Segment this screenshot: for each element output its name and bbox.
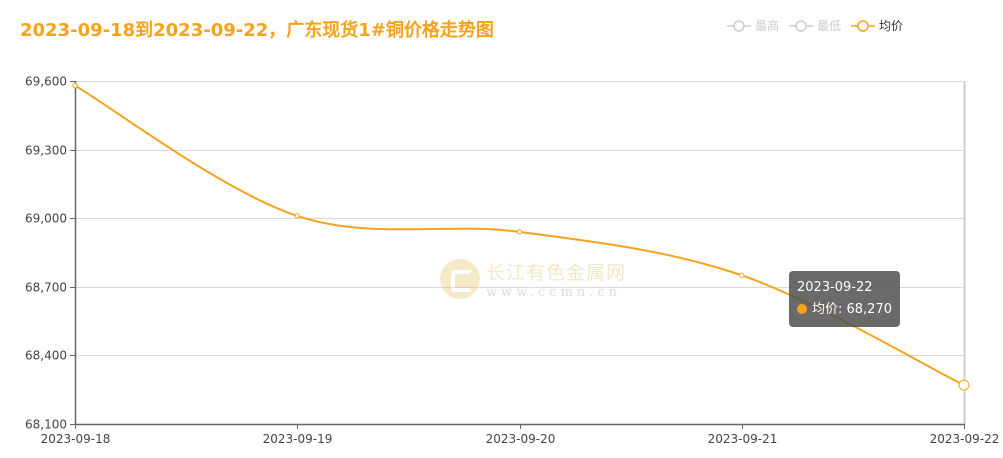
x-tick-label: 2023-09-19 xyxy=(263,432,333,446)
legend-label: 最高 xyxy=(754,19,779,33)
legend-line-circle-icon xyxy=(788,19,813,32)
legend-line-circle-icon xyxy=(726,19,751,32)
series-dot-icon xyxy=(797,304,807,314)
x-axis: 2023-09-18 2023-09-19 2023-09-20 2023-09-21… xyxy=(41,423,1000,446)
x-tick-label: 2023-09-22 xyxy=(930,432,1000,446)
data-point-marker[interactable] xyxy=(739,272,745,279)
chart-title: 2023-09-18到2023-09-22，广东现货1#铜价格走势图 xyxy=(20,20,494,41)
legend: 最高 最低 均价 xyxy=(726,17,903,34)
x-tick-label: 2023-09-21 xyxy=(708,432,778,446)
y-tick-label: 68,700 xyxy=(25,281,67,295)
grid-lines xyxy=(75,81,966,424)
tooltip: 2023-09-22 均价: 68,270 xyxy=(789,271,900,327)
data-point-marker[interactable] xyxy=(516,229,523,235)
legend-label: 最低 xyxy=(816,19,841,33)
tooltip-date: 2023-09-22 xyxy=(797,280,873,295)
data-point-marker[interactable] xyxy=(72,82,78,89)
data-point-marker[interactable] xyxy=(294,213,300,219)
legend-item-high[interactable]: 最高 xyxy=(726,17,779,34)
y-tick-label: 69,300 xyxy=(25,144,67,158)
watermark-name: 长江有色金属网 xyxy=(486,262,627,284)
x-tick-label: 2023-09-18 xyxy=(41,432,111,446)
ccmn-logo-icon xyxy=(440,259,480,299)
watermark: 长江有色金属网 www.ccmn.cn xyxy=(440,258,626,300)
y-axis: 68,100 68,400 68,700 69,000 69,300 69,600 xyxy=(25,75,77,432)
x-tick-label: 2023-09-20 xyxy=(486,432,556,446)
data-point-marker[interactable] xyxy=(958,379,970,391)
avg-price-line[interactable] xyxy=(74,84,965,387)
tooltip-value: 均价: 68,270 xyxy=(812,302,892,317)
watermark-url: www.ccmn.cn xyxy=(486,285,622,300)
y-tick-label: 69,000 xyxy=(25,212,67,226)
legend-item-avg[interactable]: 均价 xyxy=(850,17,903,34)
legend-item-low[interactable]: 最低 xyxy=(788,17,841,34)
y-tick-label: 68,400 xyxy=(25,349,67,363)
legend-line-circle-icon xyxy=(850,19,875,32)
y-tick-label: 68,100 xyxy=(25,418,67,432)
legend-label: 均价 xyxy=(878,19,903,33)
y-tick-label: 69,600 xyxy=(25,75,67,89)
series-avg-line xyxy=(72,82,970,391)
